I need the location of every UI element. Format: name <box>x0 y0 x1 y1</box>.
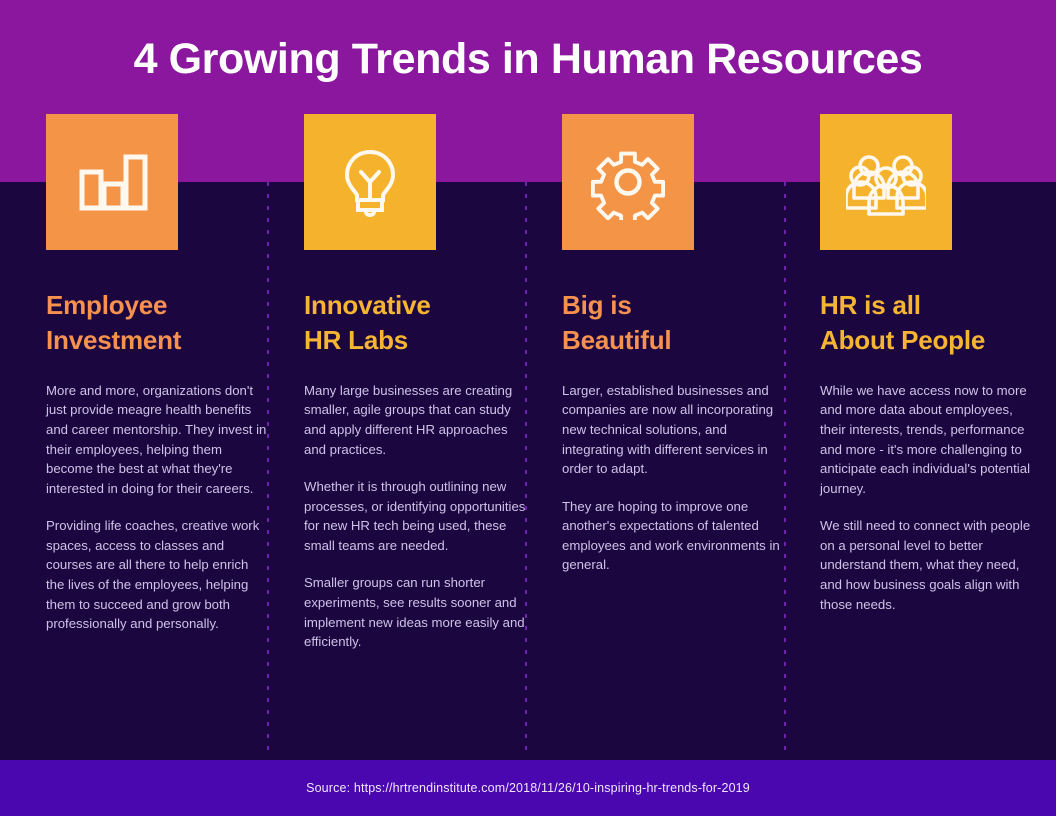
trend-paragraph: Larger, established businesses and compa… <box>562 382 774 477</box>
trend-body-2: Many large businesses are creating small… <box>304 381 526 652</box>
trend-heading-4: HR is all About People <box>820 290 986 356</box>
trend-paragraph: More and more, organizations don't just … <box>46 382 267 496</box>
trend-paragraph: They are hoping to improve one another's… <box>562 498 780 573</box>
trend-body-1: More and more, organizations don't just … <box>46 381 268 634</box>
trend-icon-tile-2 <box>304 114 436 250</box>
page-title: 4 Growing Trends in Human Resources <box>133 35 923 83</box>
footer-band: Source: https://hrtrendinstitute.com/201… <box>0 760 1056 816</box>
trend-heading-1: Employee Investment <box>46 290 182 356</box>
trend-heading-3: Big is Beautiful <box>562 290 672 356</box>
trend-icon-tile-1 <box>46 114 178 250</box>
trend-column-3: Big is Beautiful Larger, established bus… <box>562 114 784 575</box>
trend-heading-2: Innovative HR Labs <box>304 290 431 356</box>
trend-column-2: Innovative HR Labs Many large businesses… <box>304 114 526 652</box>
column-divider-3 <box>784 182 786 752</box>
trend-paragraph: Smaller groups can run shorter experimen… <box>304 575 525 650</box>
trend-body-4: While we have access now to more and mor… <box>820 381 1042 615</box>
gear-icon <box>590 151 666 220</box>
trend-column-1: Employee Investment More and more, organ… <box>46 114 268 634</box>
bar-chart-icon <box>79 154 148 211</box>
lightbulb-icon <box>344 149 396 218</box>
column-divider-1 <box>267 182 269 752</box>
trend-paragraph: Many large businesses are creating small… <box>304 382 513 457</box>
trend-paragraph: Providing life coaches, creative work sp… <box>46 518 260 632</box>
trend-icon-tile-3 <box>562 114 694 250</box>
people-group-icon <box>846 155 926 216</box>
trend-icon-tile-4 <box>820 114 952 250</box>
source-link[interactable]: Source: https://hrtrendinstitute.com/201… <box>306 781 750 795</box>
trend-paragraph: We still need to connect with people on … <box>820 518 1031 612</box>
trend-paragraph: While we have access now to more and mor… <box>820 382 1030 496</box>
column-divider-2 <box>525 182 527 752</box>
trend-column-4: HR is all About People While we have acc… <box>820 114 1042 614</box>
trend-paragraph: Whether it is through outlining new proc… <box>304 479 526 553</box>
trend-body-3: Larger, established businesses and compa… <box>562 381 784 575</box>
